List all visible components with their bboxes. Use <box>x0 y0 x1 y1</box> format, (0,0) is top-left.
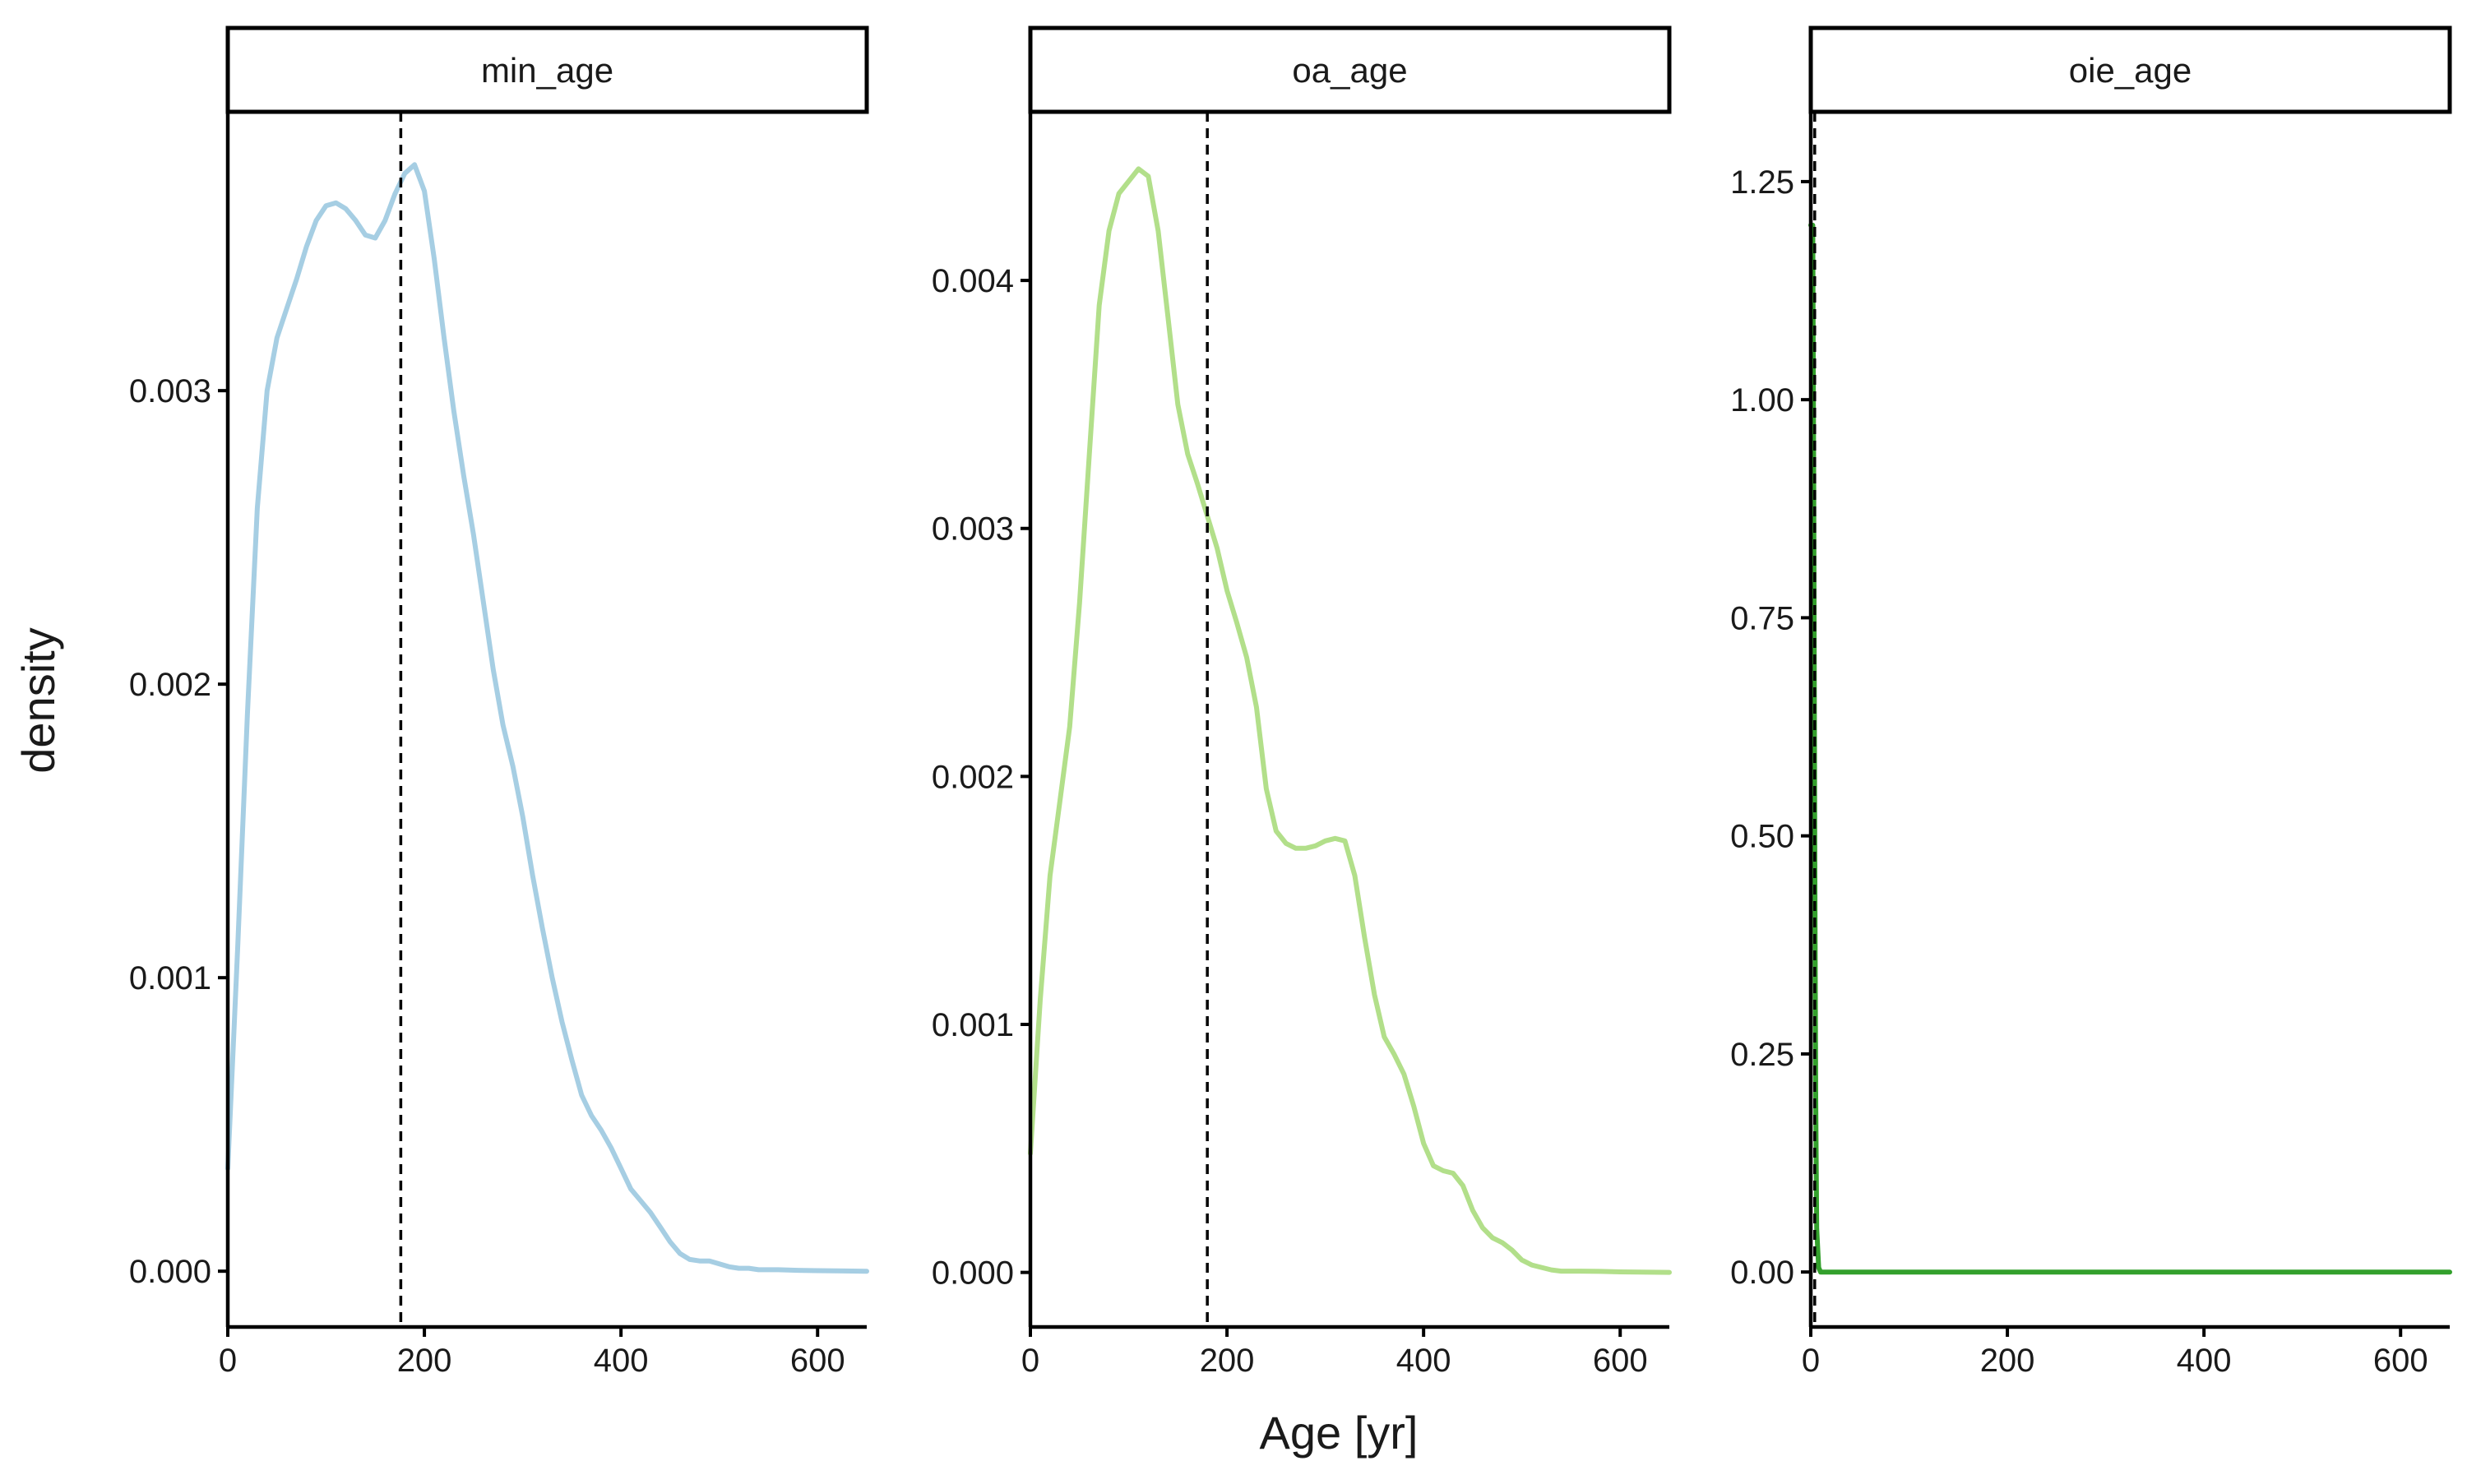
y-tick-label-oie_age: 0.50 <box>1730 819 1794 855</box>
y-tick-label-min_age: 0.001 <box>129 960 211 996</box>
x-axis-title: Age [yr] <box>1260 1407 1419 1459</box>
y-tick-label-oie_age: 0.25 <box>1730 1037 1794 1073</box>
y-tick-label-oie_age: 0.00 <box>1730 1255 1794 1291</box>
y-tick-label-oa_age: 0.003 <box>932 511 1014 548</box>
panel-min_age: min_age 0 200 400 600 0.000 0.001 0.002 0.003 <box>129 25 869 1379</box>
density-line-oie_age <box>1808 222 2452 1275</box>
y-tick-label-oa_age: 0.000 <box>932 1255 1014 1292</box>
x-tick-label-oa_age: 400 <box>1396 1343 1451 1379</box>
facet-strip-oie_age <box>1808 25 2452 114</box>
y-tick-label-oa_age: 0.004 <box>932 263 1014 299</box>
x-tick-label-min_age: 600 <box>790 1343 845 1379</box>
y-tick-label-min_age: 0.003 <box>129 373 211 409</box>
x-tick-label-oie_age: 400 <box>2177 1343 2232 1379</box>
y-tick-label-oa_age: 0.002 <box>932 759 1014 795</box>
x-tick-label-min_age: 400 <box>594 1343 649 1379</box>
y-tick-label-oa_age: 0.001 <box>932 1007 1014 1043</box>
x-tick-label-oie_age: 0 <box>1802 1343 1820 1379</box>
y-tick-label-oie_age: 1.00 <box>1730 382 1794 418</box>
panel-oa_age: oa_age 0 200 400 600 0.000 0.001 0.002 0.003 0.00… <box>932 25 1672 1379</box>
facet-strip-oa_age <box>1028 25 1672 114</box>
x-tick-label-oa_age: 600 <box>1593 1343 1648 1379</box>
x-tick-label-oie_age: 600 <box>2373 1343 2428 1379</box>
facet-label-oa_age: oa_age <box>1292 51 1407 90</box>
y-axis-title: density <box>12 627 64 773</box>
facet-label-oie_age: oie_age <box>2069 51 2192 90</box>
density-line-min_age <box>225 162 869 1274</box>
facet-label-min_age: min_age <box>481 51 613 90</box>
y-tick-label-min_age: 0.000 <box>129 1254 211 1290</box>
x-tick-label-oa_age: 0 <box>1021 1343 1039 1379</box>
y-tick-label-oie_age: 1.25 <box>1730 164 1794 201</box>
x-tick-label-min_age: 200 <box>397 1343 452 1379</box>
density-line-oa_age <box>1028 166 1672 1275</box>
y-tick-label-oie_age: 0.75 <box>1730 600 1794 636</box>
x-tick-label-oa_age: 200 <box>1200 1343 1255 1379</box>
panel-oie_age: oie_age 0 200 400 600 0.00 0.25 0.50 0.75 1.00 1.2… <box>1730 25 2452 1379</box>
facet-strip-min_age <box>225 25 869 114</box>
y-tick-label-min_age: 0.002 <box>129 667 211 703</box>
x-tick-label-oie_age: 200 <box>1980 1343 2035 1379</box>
x-tick-label-min_age: 0 <box>219 1343 237 1379</box>
